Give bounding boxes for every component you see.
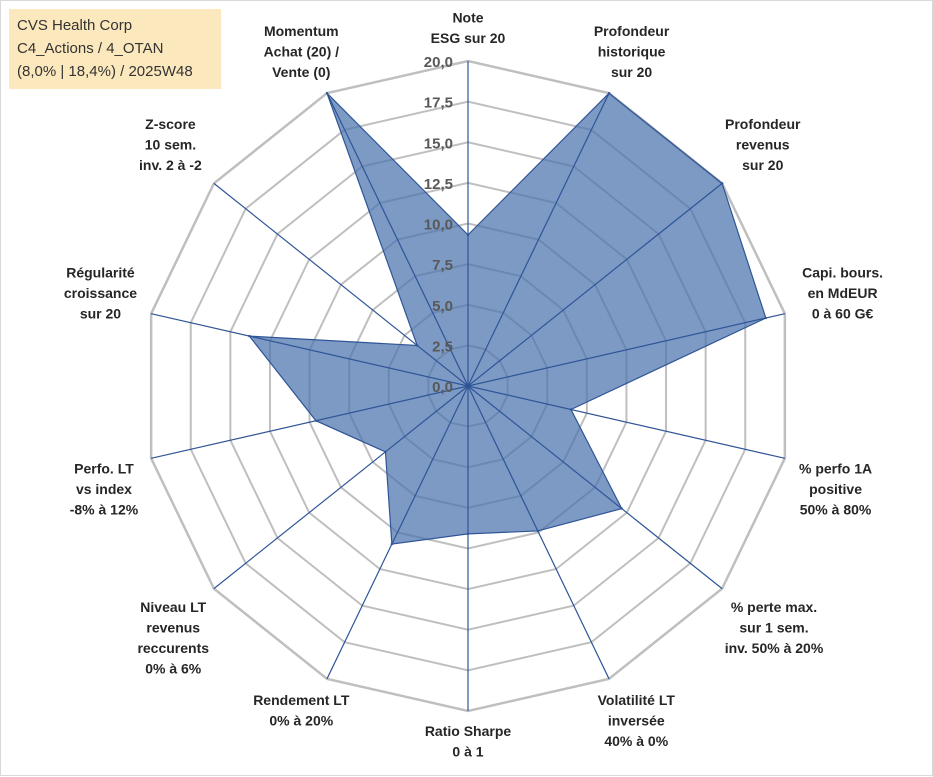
axis-label: inversée: [608, 712, 665, 728]
axis-label: Capi. bours.: [802, 264, 883, 280]
tick-label: 0,0: [432, 379, 453, 396]
tick-label: 5,0: [432, 298, 453, 315]
axis-label: sur 1 sem.: [739, 619, 808, 635]
tick-label: 20,0: [424, 54, 453, 71]
axis-label: Note: [452, 10, 483, 26]
axis-label: Profondeur: [594, 23, 670, 39]
axis-label: 0% à 6%: [145, 660, 202, 676]
axis-label: % perte max.: [731, 599, 817, 615]
axis-spoke: [326, 385, 469, 680]
axis-spoke: [151, 385, 469, 459]
axis-label: Perfo. LT: [74, 461, 134, 477]
stats-week: (8,0% | 18,4%) / 2025W48: [17, 63, 193, 80]
axis-label: revenus: [736, 137, 790, 153]
axis-label: Ratio Sharpe: [425, 723, 512, 739]
info-box: CVS Health Corp C4_Actions / 4_OTAN (8,0…: [9, 9, 221, 89]
axis-label: Achat (20) /: [264, 44, 340, 60]
axis-spoke: [467, 313, 785, 387]
axis-label: sur 20: [611, 64, 652, 80]
company-name: CVS Health Corp: [17, 17, 133, 34]
axis-label: en MdEUR: [808, 285, 878, 301]
axis-spoke: [467, 92, 610, 387]
axis-label: 50% à 80%: [800, 502, 872, 518]
tick-layer: 0,0 2,5 5,0 7,5 10,0 12,5 15,0 17,5 20,0: [424, 54, 453, 396]
axis-label: 10 sem.: [145, 137, 196, 153]
axis-label: 0% à 20%: [269, 712, 333, 728]
axis-label: historique: [598, 44, 666, 60]
axis-label: % perfo 1A: [799, 461, 872, 477]
axis-spoke: [467, 182, 723, 387]
axis-label: 0 à 1: [452, 744, 483, 760]
axis-label: ESG sur 20: [431, 30, 506, 46]
axis-label: vs index: [76, 481, 132, 497]
axis-label: -8% à 12%: [70, 502, 139, 518]
axis-spoke: [467, 385, 610, 680]
axis-label: reccurents: [137, 640, 209, 656]
axis-label: inv. 50% à 20%: [725, 640, 824, 656]
axis-spoke: [213, 385, 469, 590]
axis-label: inv. 2 à -2: [139, 157, 202, 173]
portfolio-category: C4_Actions / 4_OTAN: [17, 40, 164, 57]
axis-label: sur 20: [742, 157, 783, 173]
axis-label: Rendement LT: [253, 692, 350, 708]
axis-spoke: [467, 385, 723, 590]
axis-label: revenus: [146, 619, 200, 635]
axis-label: Momentum: [264, 23, 339, 39]
axis-spoke: [213, 182, 469, 387]
series-layer: [248, 91, 768, 546]
spoke-layer: [151, 61, 785, 711]
axis-spoke: [326, 92, 469, 387]
axis-label: 40% à 0%: [604, 733, 668, 749]
label-layer: Note ESG sur 20 Profondeur historique sur 20…: [64, 10, 883, 760]
tick-label: 17,5: [424, 95, 453, 112]
tick-label: 12,5: [424, 176, 453, 193]
axis-label: Volatilité LT: [598, 692, 676, 708]
tick-label: 2,5: [432, 338, 453, 355]
tick-label: 7,5: [432, 257, 453, 274]
axis-label: Profondeur: [725, 116, 801, 132]
axis-label: sur 20: [80, 305, 121, 321]
axis-label: Niveau LT: [140, 599, 206, 615]
axis-label: 0 à 60 G€: [812, 305, 874, 321]
axis-label: positive: [809, 481, 862, 497]
axis-label: Vente (0): [272, 64, 330, 80]
axis-label: Z-score: [145, 116, 196, 132]
axis-spoke: [467, 385, 785, 459]
axis-label: croissance: [64, 285, 137, 301]
axis-spoke: [151, 313, 469, 387]
tick-label: 15,0: [424, 135, 453, 152]
axis-label: Régularité: [66, 264, 135, 280]
tick-label: 10,0: [424, 217, 453, 234]
